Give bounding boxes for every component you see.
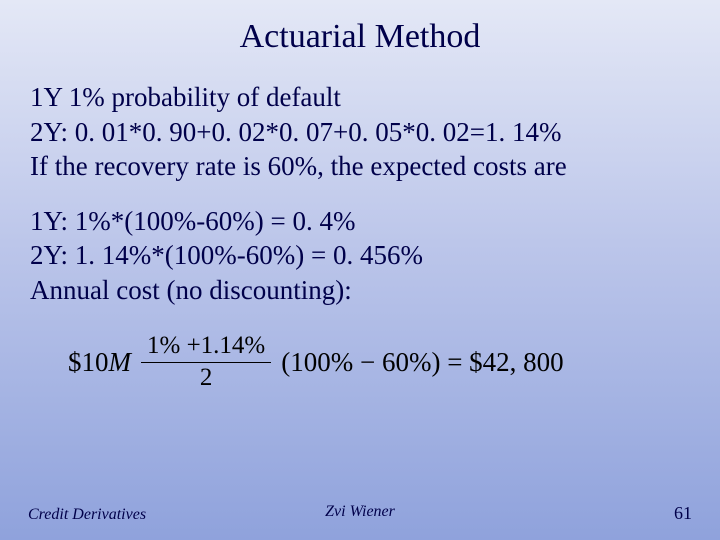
slide-title: Actuarial Method <box>28 18 692 56</box>
line-1y-cost: 1Y: 1%*(100%-60%) = 0. 4% <box>30 204 692 239</box>
eq-denominator: 2 <box>200 363 213 391</box>
body-block-1: 1Y 1% probability of default 2Y: 0. 01*0… <box>30 80 692 184</box>
eq-prefix: $10M <box>68 347 131 378</box>
equation: $10M 1% +1.14% 2 (100% − 60%) = $42, 800 <box>68 333 692 391</box>
eq-m: M <box>109 347 132 377</box>
line-2y-cost: 2Y: 1. 14%*(100%-60%) = 0. 456% <box>30 238 692 273</box>
eq-fraction: 1% +1.14% 2 <box>141 333 271 391</box>
footer-left: Credit Derivatives <box>28 506 146 524</box>
footer-page-number: 61 <box>674 503 692 524</box>
spacer <box>28 184 692 204</box>
body-block-2: 1Y: 1%*(100%-60%) = 0. 4% 2Y: 1. 14%*(10… <box>30 204 692 308</box>
slide: Actuarial Method 1Y 1% probability of de… <box>0 0 720 540</box>
line-annual-cost: Annual cost (no discounting): <box>30 273 692 308</box>
line-2y-calc: 2Y: 0. 01*0. 90+0. 02*0. 07+0. 05*0. 02=… <box>30 115 692 150</box>
eq-ten: 10 <box>82 347 109 377</box>
footer-center: Zvi Wiener <box>325 503 395 521</box>
footer: Credit Derivatives Zvi Wiener 61 <box>0 503 720 524</box>
line-1y-prob: 1Y 1% probability of default <box>30 80 692 115</box>
eq-dollar: $ <box>68 347 82 377</box>
eq-tail: (100% − 60%) = $42, 800 <box>281 347 563 378</box>
eq-numerator: 1% +1.14% <box>141 333 271 362</box>
line-recovery: If the recovery rate is 60%, the expecte… <box>30 149 692 184</box>
